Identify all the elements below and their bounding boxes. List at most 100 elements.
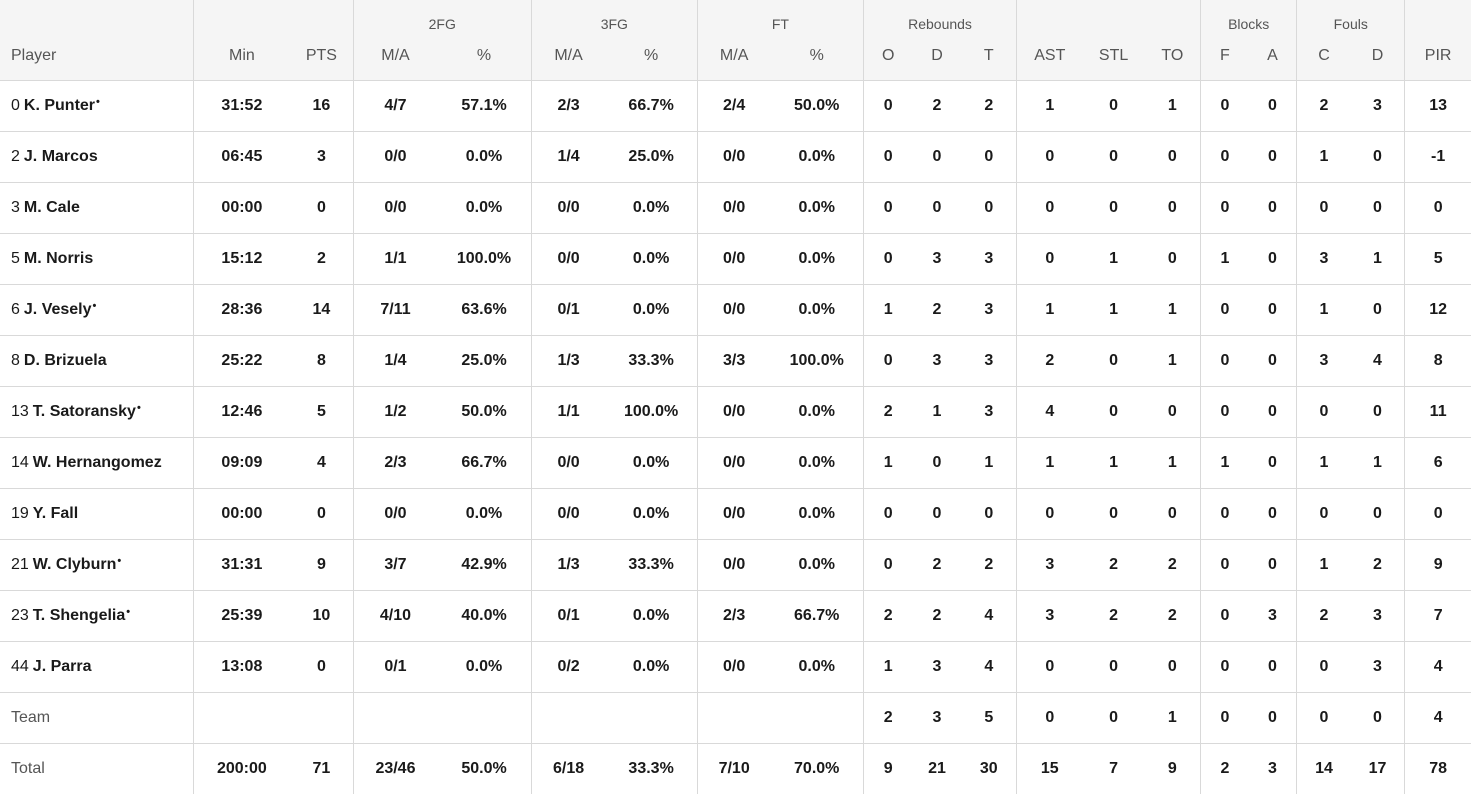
- starter-marker-icon: •: [93, 300, 97, 312]
- stat-3fg-pct: 0.0%: [605, 234, 697, 285]
- stat-ast: 15: [1017, 744, 1083, 794]
- stat-to: 0: [1145, 183, 1201, 234]
- col-header-3fg-ma[interactable]: M/A: [531, 32, 605, 81]
- col-header-ft-pct[interactable]: %: [770, 32, 863, 81]
- stat-reb-d: 2: [913, 591, 962, 642]
- player-name-link[interactable]: K. Punter: [24, 97, 95, 114]
- stat-foul-d: 0: [1351, 693, 1405, 744]
- col-header-blk-a[interactable]: A: [1249, 32, 1297, 81]
- player-number: 8: [11, 352, 20, 369]
- col-header-foul-c[interactable]: C: [1297, 32, 1351, 81]
- stat-pts: 2: [290, 234, 353, 285]
- stat-reb-o: 0: [863, 234, 912, 285]
- player-name-link[interactable]: T. Shengelia: [33, 607, 125, 624]
- player-number: 14: [11, 454, 29, 471]
- stat-reb-t: 4: [962, 591, 1017, 642]
- stat-2fg-pct: 57.1%: [437, 81, 531, 132]
- stat-3fg-pct: 25.0%: [605, 132, 697, 183]
- stat-min: 31:52: [193, 81, 290, 132]
- col-header-stl[interactable]: STL: [1083, 32, 1145, 81]
- col-header-reb-o[interactable]: O: [863, 32, 912, 81]
- stat-3fg-ma: 0/0: [531, 183, 605, 234]
- col-header-player[interactable]: Player: [0, 32, 193, 81]
- player-name-link[interactable]: J. Vesely: [24, 301, 92, 318]
- stat-foul-d: 3: [1351, 642, 1405, 693]
- player-name-link[interactable]: T. Satoransky: [33, 403, 136, 420]
- player-name-link[interactable]: J. Parra: [33, 658, 92, 675]
- stat-reb-t: 3: [962, 387, 1017, 438]
- stat-ast: 0: [1017, 693, 1083, 744]
- stat-foul-d: 3: [1351, 591, 1405, 642]
- stat-ft-pct: 0.0%: [770, 489, 863, 540]
- player-name-link[interactable]: D. Brizuela: [24, 352, 107, 369]
- stat-2fg-ma: 2/3: [353, 438, 437, 489]
- stat-ft-pct: 0.0%: [770, 234, 863, 285]
- col-header-ft-ma[interactable]: M/A: [697, 32, 770, 81]
- stat-reb-o: 0: [863, 489, 912, 540]
- stat-reb-o: 1: [863, 438, 912, 489]
- stat-ft-pct: 100.0%: [770, 336, 863, 387]
- col-header-pts[interactable]: PTS: [290, 32, 353, 81]
- stat-3fg-pct: 33.3%: [605, 540, 697, 591]
- stat-reb-d: 2: [913, 285, 962, 336]
- stat-reb-o: 9: [863, 744, 912, 794]
- player-name-link[interactable]: M. Norris: [24, 250, 93, 267]
- stat-pir: 9: [1405, 540, 1471, 591]
- total-label: Total: [11, 760, 45, 777]
- stat-3fg-pct: 33.3%: [605, 336, 697, 387]
- player-number: 0: [11, 97, 20, 114]
- stat-pir: 8: [1405, 336, 1471, 387]
- stat-reb-t: 5: [962, 693, 1017, 744]
- stat-pir: 0: [1405, 183, 1471, 234]
- stat-blk-f: 1: [1201, 234, 1249, 285]
- stat-2fg-pct: 100.0%: [437, 234, 531, 285]
- col-header-reb-d[interactable]: D: [913, 32, 962, 81]
- player-name-link[interactable]: M. Cale: [24, 199, 80, 216]
- stat-blk-f: 0: [1201, 642, 1249, 693]
- team-label: Team: [11, 709, 50, 726]
- stat-ft-pct: 0.0%: [770, 132, 863, 183]
- col-header-pir[interactable]: PIR: [1405, 32, 1471, 81]
- stat-to: 0: [1145, 489, 1201, 540]
- col-header-foul-d[interactable]: D: [1351, 32, 1405, 81]
- stat-stl: 0: [1083, 183, 1145, 234]
- stat-blk-a: 0: [1249, 285, 1297, 336]
- stat-ft-ma: 0/0: [697, 285, 770, 336]
- stat-reb-t: 30: [962, 744, 1017, 794]
- stat-ast: 2: [1017, 336, 1083, 387]
- stat-min: 200:00: [193, 744, 290, 794]
- player-name-link[interactable]: J. Marcos: [24, 148, 98, 165]
- player-number: 21: [11, 556, 29, 573]
- stat-reb-o: 1: [863, 285, 912, 336]
- col-header-2fg-ma[interactable]: M/A: [353, 32, 437, 81]
- stat-3fg-ma: 1/3: [531, 540, 605, 591]
- stat-blk-f: 0: [1201, 540, 1249, 591]
- stat-to: 1: [1145, 693, 1201, 744]
- stat-pts: 3: [290, 132, 353, 183]
- player-name-link[interactable]: W. Clyburn: [33, 556, 117, 573]
- col-header-ast[interactable]: AST: [1017, 32, 1083, 81]
- stat-blk-a: 0: [1249, 183, 1297, 234]
- stat-reb-d: 21: [913, 744, 962, 794]
- col-header-min[interactable]: Min: [193, 32, 290, 81]
- stat-blk-f: 0: [1201, 81, 1249, 132]
- stat-stl: 0: [1083, 132, 1145, 183]
- stat-to: 9: [1145, 744, 1201, 794]
- col-header-reb-t[interactable]: T: [962, 32, 1017, 81]
- starter-marker-icon: •: [126, 606, 130, 618]
- col-header-3fg-pct[interactable]: %: [605, 32, 697, 81]
- stat-stl: 0: [1083, 693, 1145, 744]
- col-header-blk-f[interactable]: F: [1201, 32, 1249, 81]
- col-header-2fg-pct[interactable]: %: [437, 32, 531, 81]
- col-header-to[interactable]: TO: [1145, 32, 1201, 81]
- stat-reb-o: 0: [863, 336, 912, 387]
- stat-reb-d: 2: [913, 540, 962, 591]
- stat-ft-ma: [697, 693, 770, 744]
- player-name-link[interactable]: W. Hernangomez: [33, 454, 162, 471]
- stat-ast: 0: [1017, 642, 1083, 693]
- player-name-link[interactable]: Y. Fall: [33, 505, 78, 522]
